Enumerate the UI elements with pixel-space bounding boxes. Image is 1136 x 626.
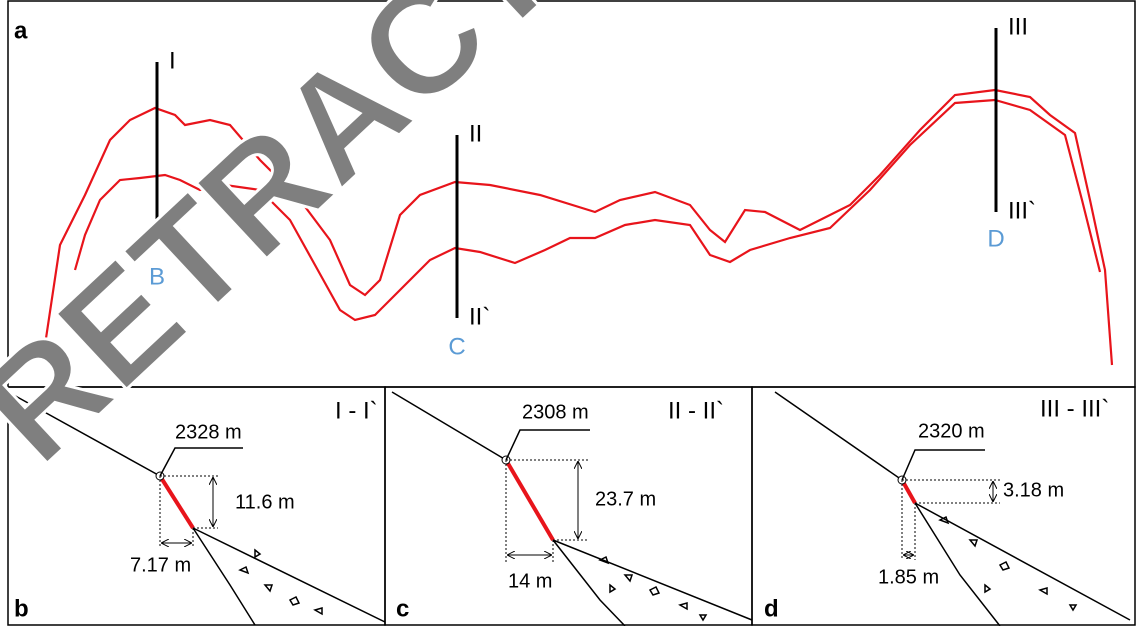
- guides: [506, 460, 588, 562]
- debris: [240, 550, 322, 614]
- width: 1.85 m: [878, 566, 939, 588]
- section-start: II: [469, 120, 482, 147]
- guides: [902, 480, 1000, 560]
- callout: [506, 430, 590, 460]
- scarp: [506, 460, 553, 540]
- debris: [940, 517, 1076, 610]
- point-label: D: [987, 225, 1004, 252]
- profile-title: III - III`: [1040, 395, 1109, 422]
- section-end: II`: [469, 303, 490, 330]
- profile-title: I - I`: [335, 397, 378, 424]
- elevation: 2308 m: [522, 401, 589, 423]
- height: 3.18 m: [1003, 479, 1064, 501]
- section-start: III: [1008, 13, 1028, 40]
- height: 11.6 m: [235, 491, 295, 513]
- panel-label: d: [764, 595, 779, 622]
- section-start: I: [169, 47, 176, 74]
- width: 7.17 m: [130, 554, 191, 576]
- panel-label: b: [14, 595, 29, 622]
- section-end: III`: [1008, 197, 1036, 224]
- profile-title: II - II`: [668, 397, 724, 424]
- panel-label: a: [14, 17, 28, 44]
- profile-d: III - III` 2320 m 3.18 m 1.85 m d: [764, 392, 1130, 626]
- figure: a II`BIIII`CIIIIII`D I - I` 2328 m 11.6 …: [0, 0, 1136, 626]
- panel-label: c: [396, 595, 409, 622]
- point-label: C: [448, 333, 465, 360]
- height: 23.7 m: [595, 488, 656, 510]
- scarp: [160, 476, 193, 528]
- callout: [902, 450, 985, 480]
- debris: [600, 557, 706, 620]
- slope: [392, 392, 752, 626]
- elevation: 2320 m: [918, 420, 985, 442]
- elevation: 2328 m: [175, 421, 242, 443]
- callout: [160, 448, 243, 476]
- width: 14 m: [508, 570, 552, 592]
- profile-c: II - II` 2308 m 23.7 m 14 m c: [392, 392, 752, 626]
